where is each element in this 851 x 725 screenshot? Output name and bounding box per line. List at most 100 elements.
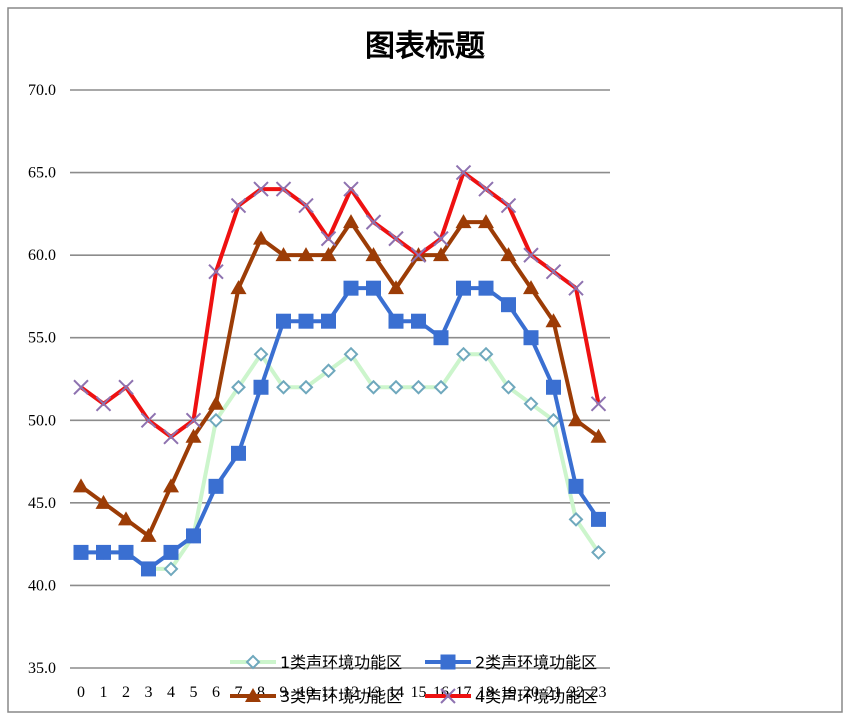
data-point [410, 247, 427, 263]
data-point [568, 412, 584, 427]
data-point [478, 181, 494, 197]
y-tick-label: 35.0 [28, 660, 56, 677]
data-point [276, 313, 291, 329]
data-point [276, 379, 291, 395]
data-point [591, 511, 606, 527]
legend-marker [245, 654, 261, 670]
series-4 [73, 164, 607, 445]
data-point [208, 395, 224, 410]
legend-entry: 2类声环境功能区 [425, 653, 597, 672]
x-tick-label: 14 [388, 684, 404, 701]
data-point [185, 428, 202, 443]
data-point [253, 379, 269, 395]
legend-label: 3类声环境功能区 [280, 687, 402, 706]
data-point [523, 330, 539, 346]
data-point [568, 511, 584, 527]
data-point [298, 379, 314, 395]
data-point [163, 478, 179, 493]
x-tick-label: 11 [321, 684, 336, 701]
data-point [343, 346, 359, 362]
data-point [365, 247, 382, 262]
x-tick-label: 0 [77, 684, 85, 701]
x-tick-label: 22 [568, 684, 584, 701]
legend-marker [440, 688, 456, 704]
x-tick-label: 6 [212, 684, 220, 701]
data-point [321, 363, 336, 379]
y-tick-label: 65.0 [28, 165, 56, 182]
data-point [365, 214, 382, 230]
x-tick-label: 1 [100, 684, 108, 701]
legend-marker [245, 688, 261, 702]
x-tick-label: 23 [591, 684, 607, 701]
data-point [163, 429, 179, 445]
data-point [231, 379, 246, 395]
data-point [320, 247, 337, 262]
data-point [186, 528, 201, 544]
data-point [523, 280, 539, 295]
data-point [545, 313, 562, 328]
x-tick-label: 4 [167, 684, 175, 701]
series-group [73, 164, 607, 577]
data-point [455, 164, 472, 181]
x-tick-label: 18 [478, 684, 494, 701]
data-point [96, 544, 111, 560]
y-tick-label: 50.0 [28, 412, 56, 429]
data-point [388, 379, 404, 395]
data-point [478, 214, 494, 229]
y-tick-label: 45.0 [28, 495, 56, 512]
data-point [208, 478, 224, 494]
legend: 1类声环境功能区 2类声环境功能区 3类声环境功能区 4类声环境功能区 [230, 653, 597, 706]
data-point [523, 396, 539, 412]
data-point [411, 379, 426, 395]
data-point [568, 478, 584, 494]
x-tick-label: 7 [235, 684, 243, 701]
x-tick-label: 13 [366, 684, 382, 701]
data-point [568, 280, 584, 296]
data-point [500, 197, 517, 214]
data-point [298, 247, 314, 262]
data-point [343, 181, 359, 197]
gridlines [70, 89, 610, 669]
data-point [456, 346, 471, 362]
data-point [591, 544, 606, 560]
data-point [546, 379, 561, 395]
series-2 [73, 280, 606, 577]
data-point [366, 379, 381, 395]
data-point [366, 280, 381, 296]
data-point [523, 247, 539, 263]
x-tick-label: 9 [280, 684, 288, 701]
data-point [590, 396, 607, 412]
x-tick-label: 8 [257, 684, 265, 701]
x-tick-label: 5 [190, 684, 198, 701]
data-point [388, 313, 404, 329]
x-tick-label: 20 [523, 684, 539, 701]
legend-label: 2类声环境功能区 [475, 653, 597, 672]
data-point [163, 544, 179, 560]
data-point [208, 412, 224, 428]
legend-entry: 1类声环境功能区 [230, 653, 402, 672]
data-point [95, 494, 112, 509]
y-tick-label: 70.0 [28, 82, 56, 99]
data-point [141, 561, 156, 577]
data-point [95, 396, 112, 412]
x-tick-label: 21 [546, 684, 562, 701]
data-point [253, 230, 269, 245]
data-point [231, 445, 246, 461]
legend-marker [440, 654, 456, 670]
x-tick-label: 12 [343, 684, 359, 701]
data-point [478, 280, 494, 296]
legend-label: 4类声环境功能区 [475, 687, 597, 706]
data-point [253, 346, 269, 362]
data-point [455, 214, 472, 229]
data-point [500, 247, 517, 262]
data-point [546, 412, 561, 428]
y-tick-label: 40.0 [28, 577, 56, 594]
data-point [388, 230, 404, 247]
data-point [433, 379, 449, 395]
data-point [388, 280, 404, 295]
data-point [140, 527, 157, 542]
x-tick-label: 2 [122, 684, 130, 701]
data-point [118, 544, 134, 560]
